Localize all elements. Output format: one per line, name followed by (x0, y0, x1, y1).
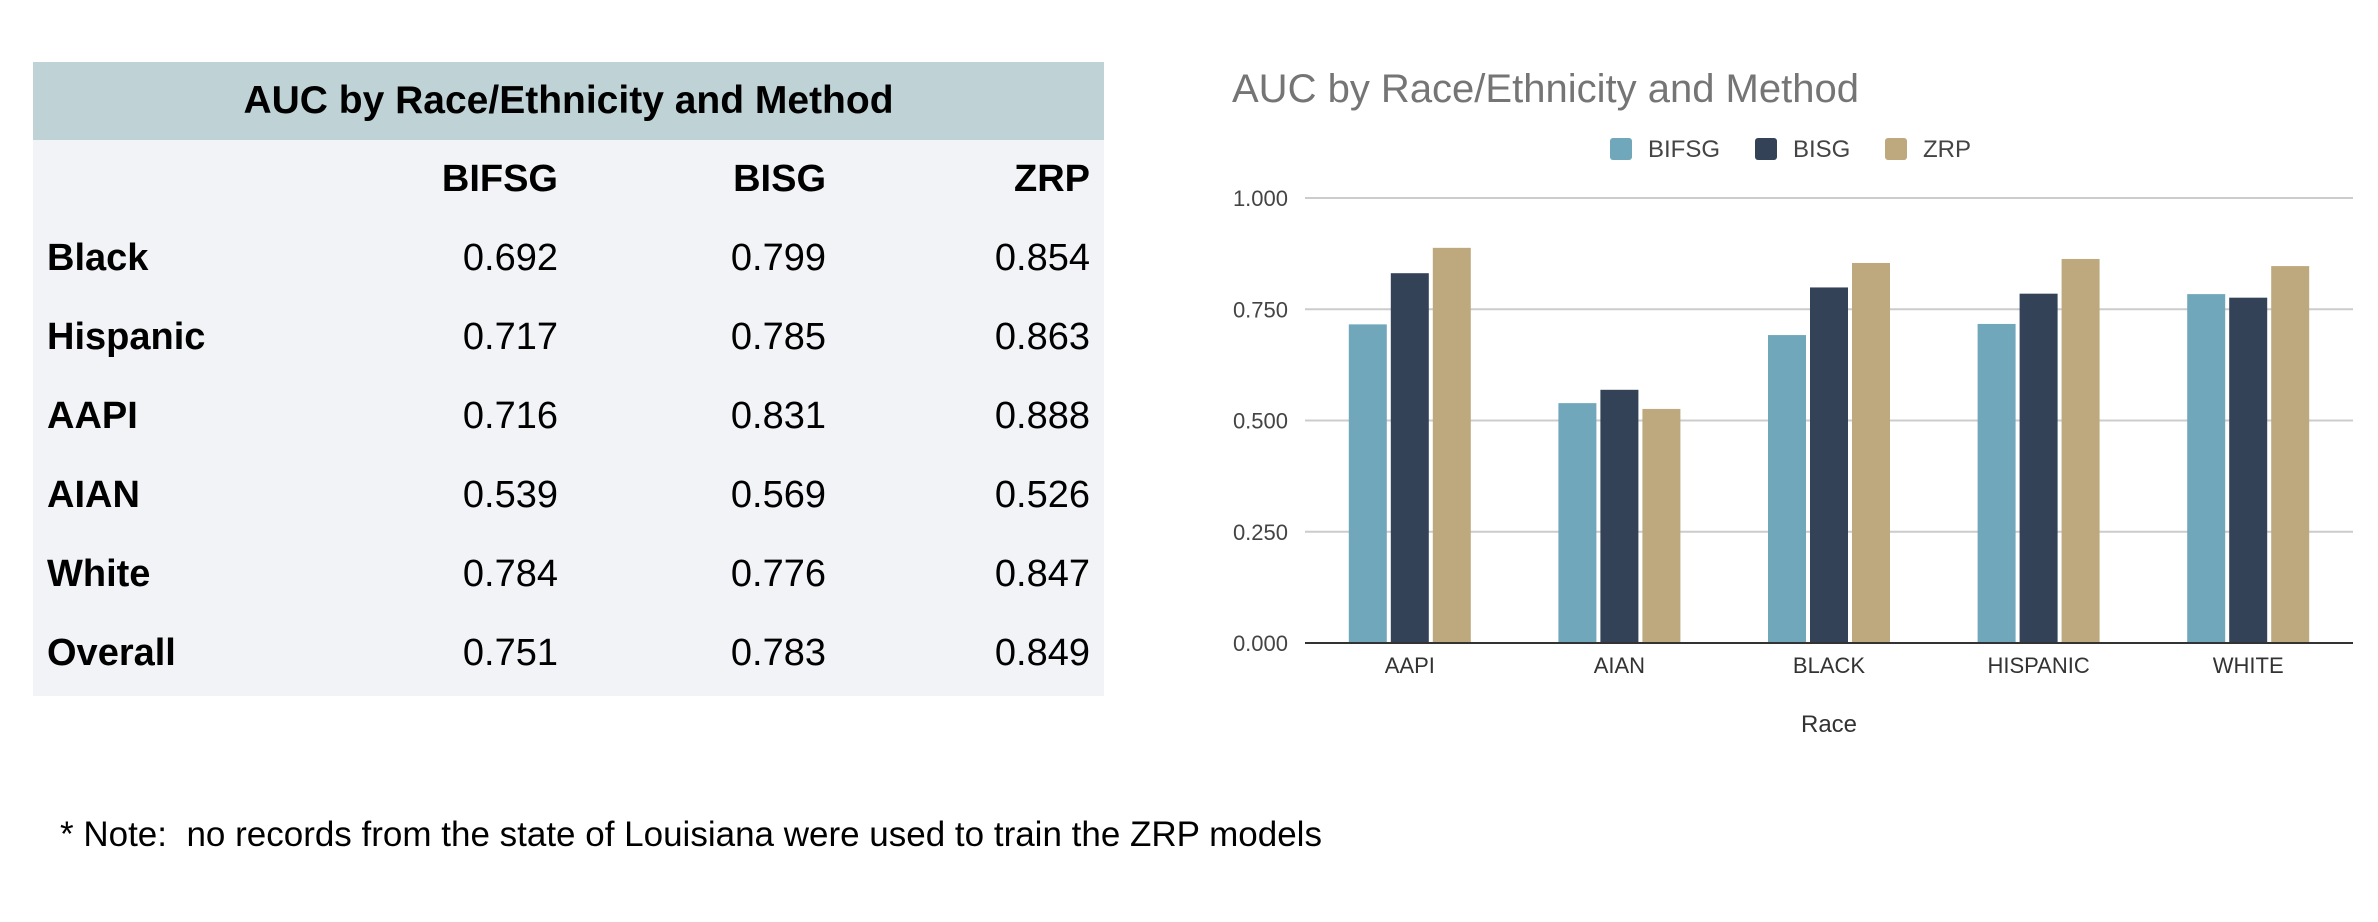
x-axis-label: Race (1801, 711, 1857, 738)
legend-label-bisg: BISG (1793, 136, 1850, 163)
cell-bifsg: 0.692 (462, 237, 558, 279)
cell-zrp: 0.847 (994, 553, 1090, 595)
auc-bar-chart: AUC by Race/Ethnicity and Method BIFSG BIS… (1210, 50, 2378, 770)
cell-bifsg: 0.716 (462, 395, 558, 437)
auc-table-panel: AUC by Race/Ethnicity and Method BIFSG B… (33, 62, 1104, 696)
cell-bifsg: 0.751 (462, 632, 558, 674)
bar-black-zrp (1852, 262, 1890, 643)
legend-label-bifsg: BIFSG (1648, 136, 1720, 163)
x-tick-label: WHITE (2213, 653, 2284, 678)
cell-bifsg: 0.784 (462, 553, 558, 595)
table-header-bisg: BISG (733, 158, 826, 200)
y-tick-label: 0.750 (1233, 297, 1288, 322)
table-header-row: BIFSG BISG ZRP (33, 140, 1104, 219)
legend-swatch-zrp (1885, 138, 1907, 160)
cell-bifsg: 0.717 (462, 316, 558, 358)
y-tick-label: 0.500 (1233, 409, 1288, 434)
bar-white-bisg (2229, 297, 2268, 643)
row-label: AAPI (47, 395, 138, 437)
table-row: Black 0.692 0.799 0.854 (33, 219, 1104, 298)
table-header-blank (33, 140, 258, 219)
cell-bisg: 0.831 (730, 395, 826, 437)
legend-swatch-bifsg (1610, 138, 1632, 160)
cell-bifsg: 0.539 (462, 474, 558, 516)
bar-hispanic-bifsg (1977, 323, 2016, 643)
bar-black-bifsg (1768, 335, 1806, 643)
bar-aian-bifsg (1558, 403, 1597, 643)
y-tick-label: 0.250 (1233, 520, 1288, 545)
bar-aapi-zrp (1432, 247, 1471, 643)
chart-title: AUC by Race/Ethnicity and Method (1232, 67, 1859, 111)
cell-bisg: 0.785 (730, 316, 826, 358)
bar-aapi-bifsg (1348, 324, 1387, 643)
row-label: Hispanic (47, 316, 206, 358)
cell-bisg: 0.799 (730, 237, 826, 279)
x-tick-label: AAPI (1385, 653, 1435, 678)
bar-white-bifsg (2187, 294, 2226, 643)
auc-table: BIFSG BISG ZRP Black 0.692 0.799 0.854 H… (33, 140, 1104, 693)
table-row: White 0.784 0.776 0.847 (33, 535, 1104, 614)
x-tick-label: HISPANIC (1987, 653, 2089, 678)
cell-zrp: 0.863 (994, 316, 1090, 358)
bar-black-bisg (1810, 287, 1848, 643)
chart-svg: AUC by Race/Ethnicity and Method BIFSG BIS… (1232, 67, 2353, 738)
cell-zrp: 0.526 (994, 474, 1090, 516)
bar-aian-zrp (1642, 408, 1681, 643)
bar-aian-bisg (1600, 389, 1639, 643)
table-header-bifsg: BIFSG (441, 158, 558, 200)
cell-zrp: 0.849 (994, 632, 1090, 674)
x-tick-label: AIAN (1594, 653, 1645, 678)
bar-hispanic-bisg (2019, 293, 2058, 643)
cell-bisg: 0.783 (730, 632, 826, 674)
row-label: White (47, 553, 151, 595)
bar-hispanic-zrp (2061, 258, 2100, 643)
x-tick-label: BLACK (1793, 653, 1865, 678)
y-tick-label: 1.000 (1233, 186, 1288, 211)
row-label: Black (47, 237, 149, 279)
cell-zrp: 0.888 (994, 395, 1090, 437)
legend-swatch-bisg (1755, 138, 1777, 160)
table-title: AUC by Race/Ethnicity and Method (33, 62, 1104, 140)
bar-aapi-bisg (1390, 273, 1429, 643)
cell-zrp: 0.854 (994, 237, 1090, 279)
row-label: Overall (47, 632, 176, 674)
cell-bisg: 0.776 (730, 553, 826, 595)
table-header-zrp: ZRP (1014, 158, 1090, 200)
legend-label-zrp: ZRP (1923, 136, 1971, 163)
table-row: AAPI 0.716 0.831 0.888 (33, 377, 1104, 456)
y-tick-label: 0.000 (1233, 631, 1288, 656)
row-label: AIAN (47, 474, 140, 516)
table-row: Hispanic 0.717 0.785 0.863 (33, 298, 1104, 377)
table-row: AIAN 0.539 0.569 0.526 (33, 456, 1104, 535)
footnote: * Note: no records from the state of Lou… (60, 815, 1322, 854)
table-row: Overall 0.751 0.783 0.849 (33, 614, 1104, 693)
bar-white-zrp (2271, 266, 2310, 643)
cell-bisg: 0.569 (730, 474, 826, 516)
